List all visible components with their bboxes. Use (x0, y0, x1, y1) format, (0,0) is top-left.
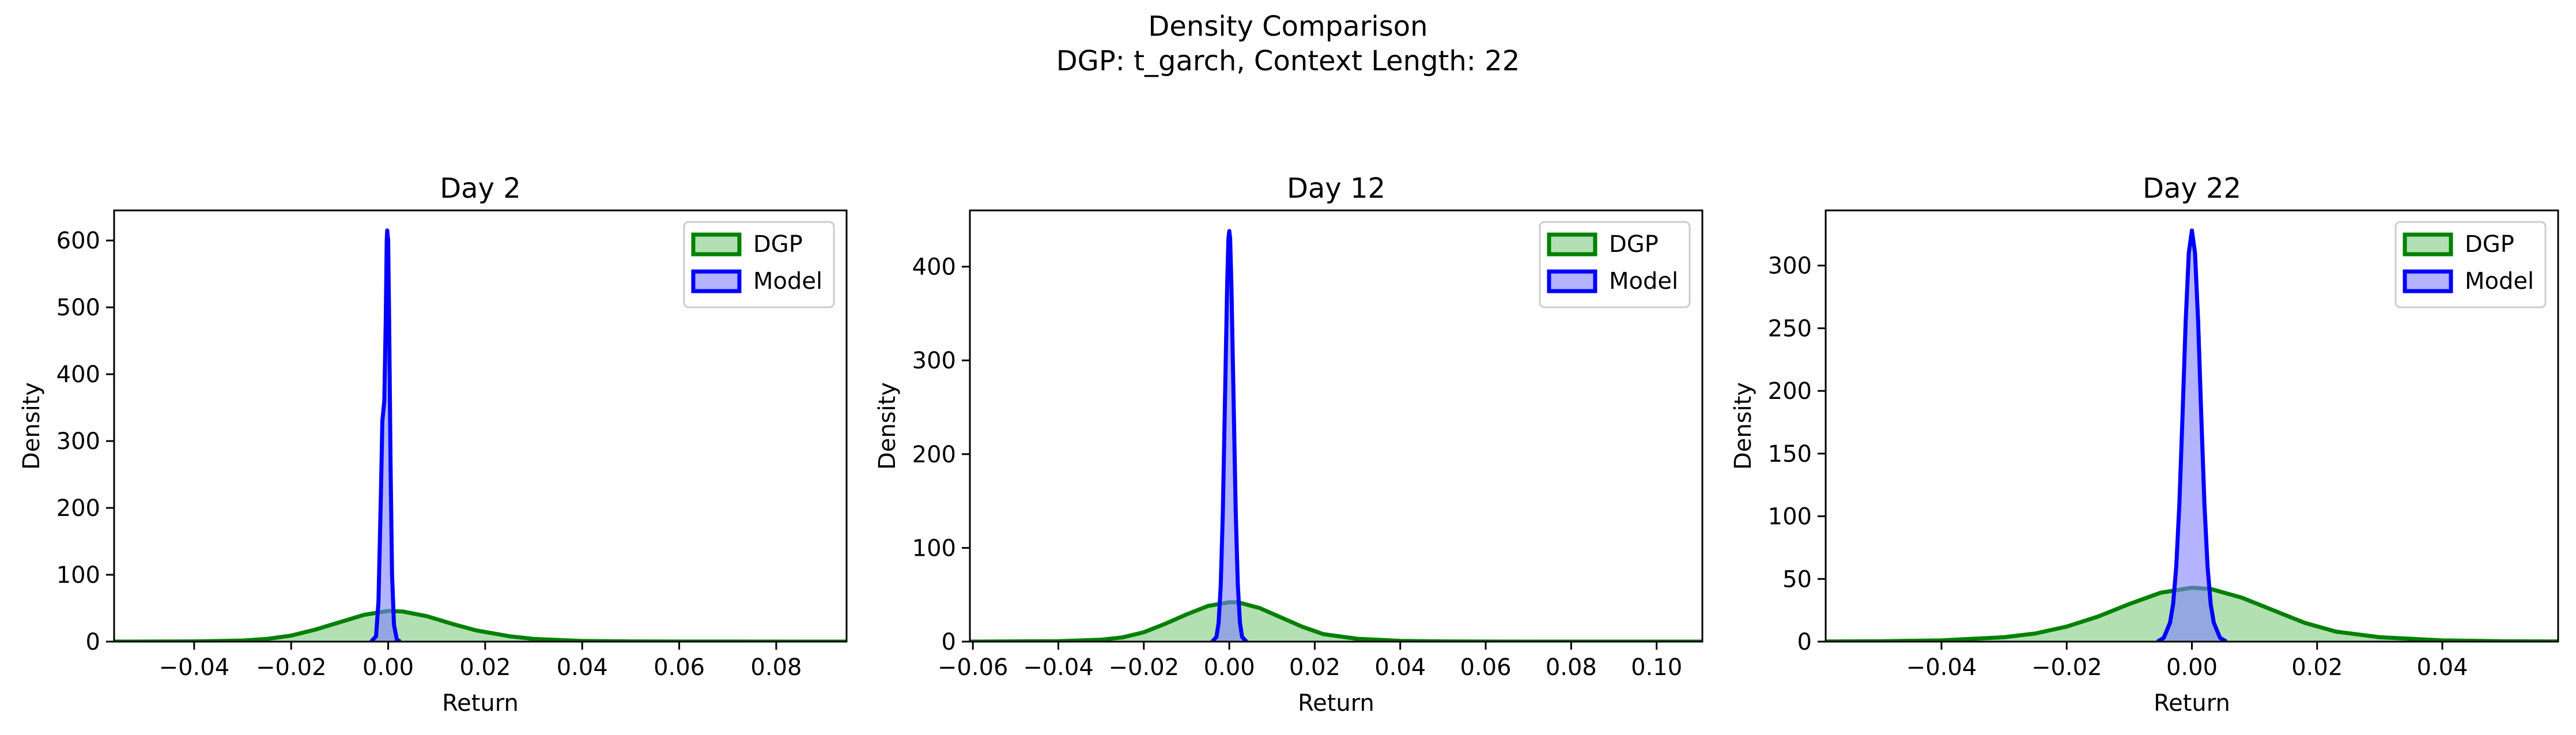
y-tick-label: 200 (1768, 378, 1812, 405)
y-tick-label: 200 (912, 442, 956, 468)
x-tick-label: 0.10 (1631, 654, 1682, 681)
legend: DGP Model (1539, 221, 1691, 308)
panel-title: Day 2 (440, 172, 521, 205)
y-tick-label: 0 (86, 629, 100, 655)
x-tick-label: 0.04 (557, 654, 608, 681)
x-tick-label: 0.04 (2416, 654, 2468, 681)
x-tick-label: 0.02 (1289, 654, 1340, 681)
legend-swatch-dgp (691, 232, 742, 257)
x-tick-label: 0.00 (362, 654, 414, 681)
x-tick-label: −0.04 (1906, 654, 1977, 681)
legend-label-model: Model (1609, 268, 1678, 295)
legend-label-dgp: DGP (753, 231, 803, 258)
x-tick-label: −0.04 (1023, 654, 1094, 681)
legend-label-model: Model (753, 268, 822, 295)
y-tick-label: 150 (1768, 441, 1812, 468)
legend-label-model: Model (2465, 268, 2534, 295)
x-tick-label: 0.00 (1204, 654, 1255, 681)
x-tick-label: 0.08 (1546, 654, 1597, 681)
y-tick-label: 500 (56, 295, 100, 321)
x-tick-label: 0.06 (654, 654, 705, 681)
y-tick-label: 300 (912, 348, 956, 374)
x-tick-label: −0.02 (256, 654, 327, 681)
x-axis-label: Return (2154, 690, 2230, 717)
x-tick-label: 0.02 (459, 654, 511, 681)
panel-title: Day 22 (2143, 172, 2241, 205)
x-tick-label: 0.00 (2166, 654, 2218, 681)
model-density-line (1210, 229, 1248, 642)
y-axis-label: Density (1730, 382, 1757, 470)
legend: DGP Model (2394, 221, 2547, 308)
y-tick-label: 50 (1782, 566, 1812, 593)
x-axis-label: Return (1298, 690, 1374, 717)
model-density-area (371, 230, 401, 642)
x-tick-label: 0.06 (1460, 654, 1512, 681)
legend-swatch-model (691, 269, 742, 293)
panel-title: Day 12 (1287, 172, 1385, 205)
figure-title: Density Comparison (1148, 10, 1427, 43)
y-tick-label: 250 (1768, 315, 1812, 342)
legend-swatch-model (2403, 269, 2453, 293)
legend-swatch-model (1547, 269, 1597, 293)
y-axis-label: Density (874, 382, 901, 470)
y-tick-label: 400 (912, 254, 956, 281)
dgp-density-area (970, 602, 1702, 642)
x-tick-label: 0.04 (1374, 654, 1426, 681)
y-axis-label: Density (18, 382, 45, 470)
x-tick-label: 0.02 (2291, 654, 2343, 681)
y-tick-label: 100 (912, 535, 956, 561)
axes-frame (113, 209, 848, 643)
model-density-line (369, 228, 402, 642)
y-tick-label: 400 (56, 361, 100, 388)
y-tick-label: 200 (56, 495, 100, 522)
y-tick-label: 300 (1768, 253, 1812, 280)
y-tick-label: 0 (1797, 629, 1812, 655)
model-density-area (1212, 231, 1247, 642)
x-tick-label: −0.04 (159, 654, 230, 681)
legend-label-dgp: DGP (1609, 231, 1659, 258)
legend-label-dgp: DGP (2465, 231, 2514, 258)
model-density-area (2157, 230, 2227, 642)
x-tick-label: −0.02 (2031, 654, 2102, 681)
dgp-density-area (114, 610, 847, 642)
y-tick-label: 600 (56, 228, 100, 254)
x-tick-label: −0.06 (938, 654, 1009, 681)
axes-frame (969, 209, 1704, 643)
panel-day-2: −0.06 −0.04 −0.02 0.00 0.02 0.04 0.06 0.08 0.10 0… (874, 172, 1704, 717)
x-axis-label: Return (442, 690, 519, 717)
legend-swatch-dgp (2403, 232, 2453, 257)
plot-area (1826, 228, 2558, 642)
y-tick-label: 100 (1768, 504, 1812, 530)
y-tick-label: 100 (56, 562, 100, 589)
figure-subtitle: DGP: t_garch, Context Length: 22 (1056, 45, 1520, 77)
y-tick-label: 300 (56, 428, 100, 455)
x-tick-label: −0.02 (1109, 654, 1180, 681)
panel-day-3: −0.04 −0.02 0.00 0.02 0.04 0 50 100 150 200 250 300… (1730, 172, 2559, 717)
x-tick-label: 0.08 (750, 654, 802, 681)
panel-day-1: −0.04 −0.02 0.00 0.02 0.04 0.06 0.08 0 100 200 300… (18, 172, 848, 717)
legend-swatch-dgp (1547, 232, 1597, 257)
legend: DGP Model (683, 221, 835, 308)
model-density-line (2156, 228, 2228, 642)
y-tick-label: 0 (942, 629, 956, 655)
